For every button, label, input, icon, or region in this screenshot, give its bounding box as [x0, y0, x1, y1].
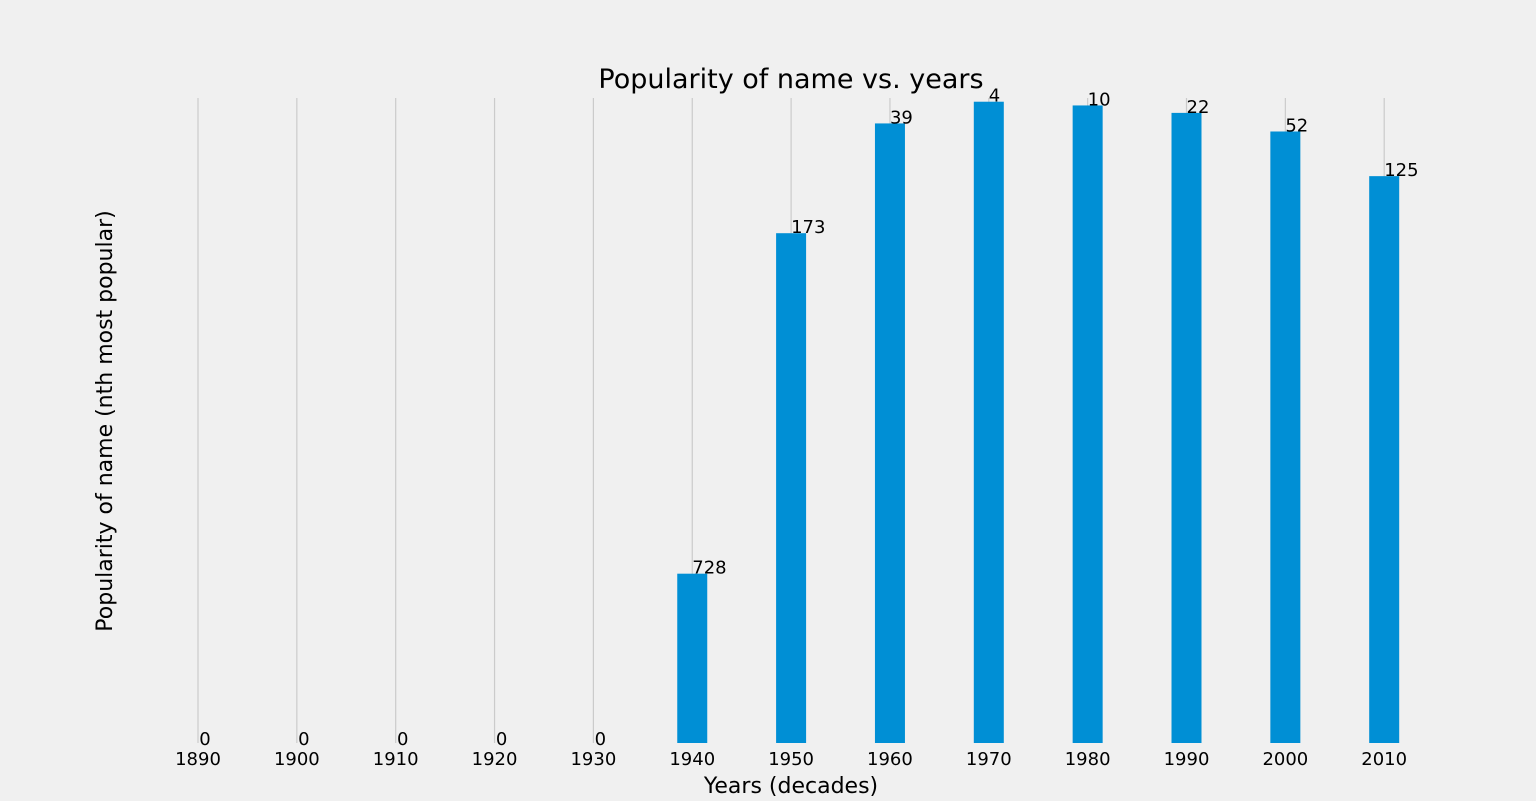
x-tick-label-2000: 2000 [1262, 749, 1308, 770]
data-label-1970: 4 [989, 86, 1000, 107]
bar-1970 [973, 101, 1004, 744]
data-label-1990: 22 [1187, 97, 1210, 118]
y-axis-label: Popularity of name (nth most popular) [93, 210, 118, 631]
x-tick-label-1930: 1930 [570, 749, 616, 770]
x-tick-label-2010: 2010 [1361, 749, 1407, 770]
data-label-1960: 39 [890, 107, 913, 128]
x-tick-label-1940: 1940 [669, 749, 715, 770]
x-tick-label-1900: 1900 [274, 749, 320, 770]
bar-1950 [776, 233, 807, 744]
bar-1960 [874, 123, 905, 744]
data-labels: 0 0 0 0 0 728 173 39 4 10 22 52 125 [199, 86, 1418, 750]
data-label-1890: 0 [199, 729, 210, 750]
data-label-1940: 728 [692, 558, 726, 579]
x-tick-label-1990: 1990 [1164, 749, 1210, 770]
x-tick-label-1970: 1970 [966, 749, 1012, 770]
x-tick-label-1920: 1920 [472, 749, 518, 770]
bar-2010 [1369, 176, 1400, 743]
bar-1990 [1171, 112, 1202, 743]
bar-series [677, 101, 1400, 744]
data-label-1980: 10 [1088, 89, 1111, 110]
x-tick-label-1960: 1960 [867, 749, 913, 770]
data-label-1910: 0 [397, 729, 408, 750]
data-label-1950: 173 [791, 217, 825, 238]
x-tick-label-1950: 1950 [768, 749, 814, 770]
bar-1940 [677, 573, 708, 743]
x-tick-label-1980: 1980 [1065, 749, 1111, 770]
data-label-1930: 0 [595, 729, 606, 750]
data-label-1920: 0 [496, 729, 507, 750]
bar-2000 [1270, 131, 1301, 744]
x-tick-label-1890: 1890 [175, 749, 221, 770]
data-label-1900: 0 [298, 729, 309, 750]
x-tick-label-1910: 1910 [373, 749, 419, 770]
x-axis-label: Years (decades) [703, 774, 878, 799]
data-label-2000: 52 [1285, 115, 1308, 136]
chart-title: Popularity of name vs. years [598, 64, 983, 95]
bar-1980 [1072, 105, 1103, 743]
data-label-2010: 125 [1384, 160, 1418, 181]
x-axis-tick-labels: 1890 1900 1910 1920 1930 1940 1950 1960 1970 1980… [175, 749, 1407, 770]
